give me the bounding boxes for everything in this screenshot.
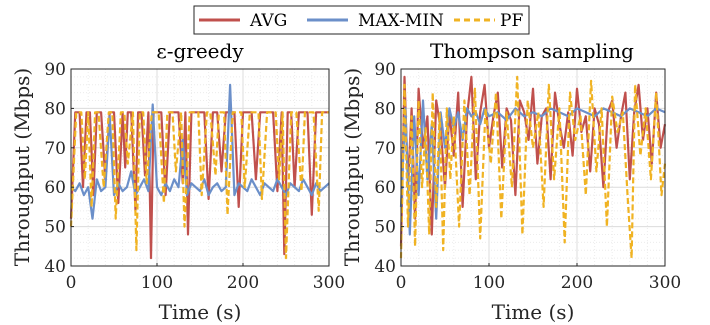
y-tick-label: 80 [44, 99, 66, 119]
y-tick-label: 40 [374, 257, 396, 277]
axis-ticks: 0 100 200 300 40 50 60 70 80 90 [44, 60, 345, 293]
legend-label-pf: PF [500, 11, 523, 31]
legend-label-avg: AVG [249, 11, 287, 31]
y-axis-label: Throughput (Mbps) [340, 68, 364, 266]
y-tick-label: 90 [374, 60, 396, 80]
panel-title-thompson-sampling: Thompson sampling [430, 39, 634, 63]
y-tick-label: 60 [374, 178, 396, 198]
y-tick-label: 70 [44, 139, 66, 159]
y-tick-label: 90 [44, 60, 66, 80]
x-tick-label: 0 [66, 273, 77, 293]
y-axis-label: Throughput (Mbps) [10, 68, 34, 266]
series-lines [399, 75, 667, 260]
panel-thompson-sampling: Thompson sampling 0 100 200 300 40 50 60 70 80 90… [340, 39, 681, 324]
y-tick-label: 50 [374, 218, 396, 238]
x-tick-label: 300 [313, 273, 345, 293]
x-tick-label: 100 [473, 273, 505, 293]
series-line-pf [69, 111, 329, 260]
y-tick-label: 50 [44, 218, 66, 238]
y-tick-label: 80 [374, 99, 396, 119]
plot-frame [70, 68, 330, 267]
series-lines [69, 83, 330, 260]
x-tick-label: 200 [561, 273, 593, 293]
y-tick-label: 70 [374, 139, 396, 159]
panel-title-epsilon-greedy: ε-greedy [156, 39, 244, 63]
x-tick-label: 300 [649, 273, 681, 293]
legend-box [193, 5, 530, 35]
x-axis-label: Time (s) [159, 300, 242, 324]
y-tick-label: 40 [44, 257, 66, 277]
x-tick-label: 100 [141, 273, 173, 293]
x-tick-label: 0 [396, 273, 407, 293]
legend-label-max-min: MAX-MIN [358, 11, 444, 31]
series-line-max-min [399, 99, 666, 236]
series-line-max-min [70, 83, 330, 220]
y-tick-label: 60 [44, 178, 66, 198]
axis-ticks: 0 100 200 300 40 50 60 70 80 90 [374, 60, 681, 293]
panel-epsilon-greedy: ε-greedy 0 100 200 300 40 50 60 70 80 90 Time (s)… [10, 39, 345, 324]
x-axis-label: Time (s) [492, 300, 575, 324]
legend: AVG MAX-MIN PF [193, 5, 530, 35]
plot-frame [400, 68, 666, 267]
x-tick-label: 200 [227, 273, 259, 293]
